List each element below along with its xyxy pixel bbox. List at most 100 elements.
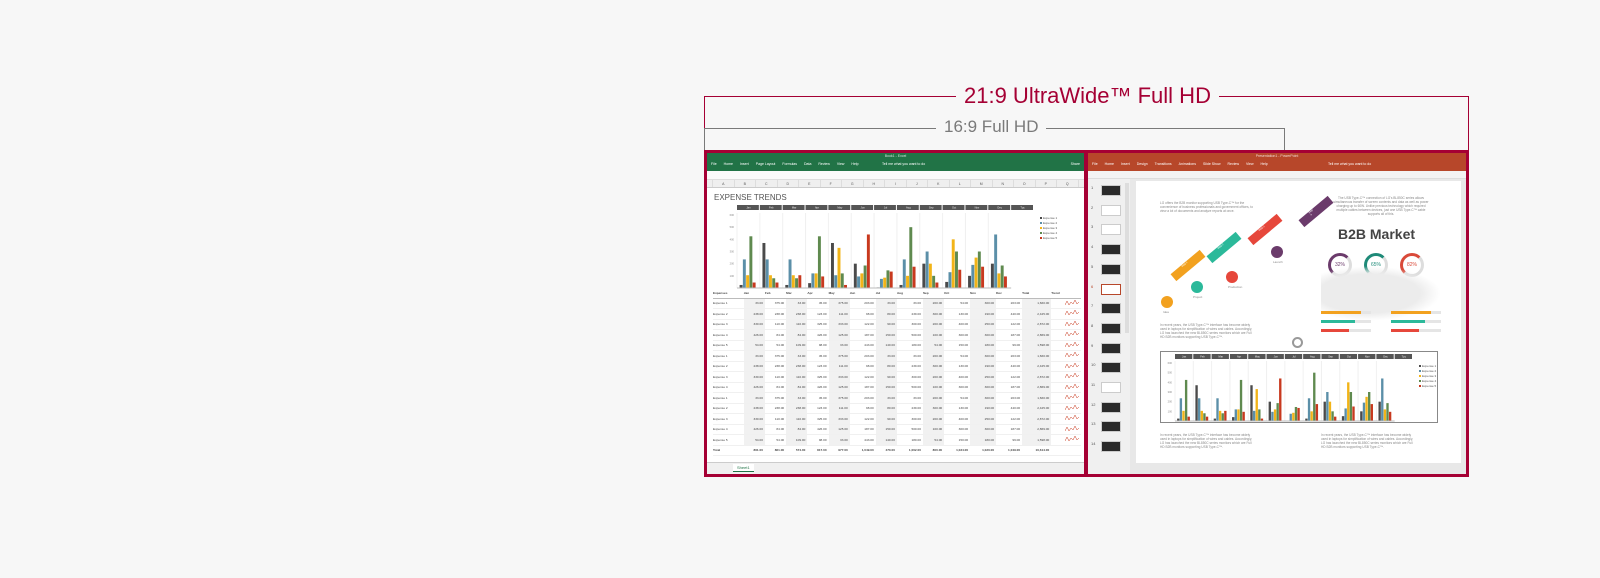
cell[interactable]: 440.00 xyxy=(996,403,1023,414)
column-header[interactable]: H xyxy=(864,180,885,187)
cell[interactable]: 98.00 xyxy=(849,308,876,320)
cell[interactable]: 2,425.00 xyxy=(1022,403,1052,414)
rotate-handle-icon[interactable] xyxy=(1292,337,1303,348)
ribbon-tab-view[interactable]: View xyxy=(1245,162,1254,166)
bar-expense-5-may[interactable] xyxy=(844,284,847,288)
column-header-cell[interactable]: Total xyxy=(1022,289,1052,299)
bar-expense-5-may[interactable] xyxy=(1260,418,1264,421)
ribbon-tab-home[interactable]: Home xyxy=(723,162,733,166)
cell[interactable]: 2,869.00 xyxy=(1022,329,1052,341)
cell[interactable]: 200.00 xyxy=(922,319,945,330)
cell[interactable]: 2,872.00 xyxy=(1022,413,1052,425)
cell[interactable]: 426.00 xyxy=(807,329,829,341)
cell[interactable]: 110.00 xyxy=(786,319,808,330)
bar-expense-4-may[interactable] xyxy=(840,273,844,288)
cell[interactable]: 190.00 xyxy=(970,361,997,372)
cell[interactable]: 130.00 xyxy=(944,308,971,320)
row-label[interactable]: Expense 5 xyxy=(713,340,744,351)
bar-expense-4-jul[interactable] xyxy=(1294,406,1298,421)
bar-expense-4-dec[interactable] xyxy=(1000,265,1004,288)
cell[interactable]: 80.00 xyxy=(875,361,897,372)
cell[interactable]: 200.00 xyxy=(922,413,945,425)
bar-expense-3-oct[interactable] xyxy=(951,239,955,288)
cell[interactable]: 33.00 xyxy=(743,392,765,404)
cell[interactable]: 400.00 xyxy=(944,413,971,425)
bar-expense-3-nov[interactable] xyxy=(974,257,978,288)
cell[interactable]: 200.00 xyxy=(922,392,945,404)
bar-expense-3-jan[interactable] xyxy=(1182,410,1185,421)
cell[interactable]: 90.00 xyxy=(875,371,897,383)
bar-expense-5-mar[interactable] xyxy=(1224,410,1227,421)
cell[interactable]: 54.00 xyxy=(764,340,787,351)
cell[interactable]: 111.00 xyxy=(828,403,850,414)
bar-expense-1-mar[interactable] xyxy=(785,284,789,288)
cell[interactable]: 99.00 xyxy=(996,434,1023,446)
cell[interactable]: 84.00 xyxy=(786,382,808,393)
cell[interactable]: 100.00 xyxy=(922,329,945,341)
bar-expense-5-feb[interactable] xyxy=(1205,416,1209,421)
cell[interactable]: 300.00 xyxy=(970,350,997,362)
row-label[interactable]: Expense 2 xyxy=(713,361,744,372)
cell[interactable]: 2,425.00 xyxy=(1022,361,1052,372)
cell[interactable]: 300.00 xyxy=(944,424,971,435)
ribbon-tab-animations[interactable]: Animations xyxy=(1178,162,1196,166)
cell[interactable]: 84.00 xyxy=(764,382,787,393)
column-header-cell[interactable]: Nov xyxy=(970,289,997,299)
cell[interactable]: 140.00 xyxy=(875,434,897,446)
bar-expense-5-sep[interactable] xyxy=(935,282,939,288)
bar-expense-2-jan[interactable] xyxy=(742,259,746,288)
slide-thumbnail[interactable] xyxy=(1101,263,1121,275)
cell[interactable]: 1,660.00 xyxy=(1022,392,1052,404)
total-cell[interactable]: 861.00 xyxy=(764,444,787,456)
bar-expense-2-dec[interactable] xyxy=(1381,378,1384,421)
column-header[interactable]: D xyxy=(778,180,799,187)
cell[interactable]: 33.00 xyxy=(743,298,765,309)
select-all[interactable] xyxy=(707,180,713,187)
cell[interactable]: 110.00 xyxy=(764,371,787,383)
bar-expense-3-feb[interactable] xyxy=(768,275,772,288)
cell[interactable]: 110.00 xyxy=(764,319,787,330)
slide-thumbnail[interactable] xyxy=(1101,185,1121,196)
bar-expense-1-apr[interactable] xyxy=(808,283,812,288)
cell[interactable]: 90.00 xyxy=(875,413,897,425)
cell[interactable]: 99.00 xyxy=(996,340,1023,351)
column-header[interactable]: A xyxy=(713,180,735,187)
bar-expense-2-apr[interactable] xyxy=(811,273,815,288)
cell[interactable]: 400.00 xyxy=(944,371,971,383)
bar-expense-3-sep[interactable] xyxy=(1328,401,1332,421)
cell[interactable]: 98.00 xyxy=(807,434,829,446)
cell[interactable]: 238.00 xyxy=(743,308,765,320)
cell[interactable]: 200.00 xyxy=(922,298,945,309)
bar-expense-3-oct[interactable] xyxy=(1347,382,1350,421)
bar-expense-1-sep[interactable] xyxy=(1323,401,1326,421)
cell[interactable]: 300.00 xyxy=(896,371,923,383)
bar-expense-2-jul[interactable] xyxy=(879,278,883,288)
cell[interactable]: 300.00 xyxy=(970,424,997,435)
cell[interactable]: 122.00 xyxy=(849,413,876,425)
cell[interactable]: 180.00 xyxy=(970,340,997,351)
cell[interactable]: 238.00 xyxy=(786,361,808,372)
bar-expense-1-feb[interactable] xyxy=(1195,385,1198,421)
bar-expense-3-mar[interactable] xyxy=(791,275,795,288)
ribbon-tab-help[interactable]: Help xyxy=(851,162,859,166)
cell[interactable]: 111.00 xyxy=(828,308,850,320)
bar-expense-5-aug[interactable] xyxy=(912,266,916,288)
bar-expense-3-apr[interactable] xyxy=(1237,409,1240,421)
bar-expense-4-feb[interactable] xyxy=(1203,413,1206,421)
cell[interactable]: 250.00 xyxy=(970,371,997,383)
cell[interactable]: 300.00 xyxy=(922,308,945,320)
cell[interactable]: 300.00 xyxy=(944,329,971,341)
cell[interactable]: 330.00 xyxy=(743,319,765,330)
cell[interactable]: 150.00 xyxy=(875,329,897,341)
cell[interactable]: 239.00 xyxy=(896,403,923,414)
cell[interactable]: 2,869.00 xyxy=(1022,424,1052,435)
cell[interactable]: 375.00 xyxy=(828,392,850,404)
cell[interactable]: 125.00 xyxy=(828,424,850,435)
cell[interactable]: 300.00 xyxy=(922,361,945,372)
bar-expense-2-oct[interactable] xyxy=(1344,408,1347,421)
cell[interactable]: 2,869.00 xyxy=(1022,382,1052,393)
bar-expense-5-aug[interactable] xyxy=(1315,404,1319,421)
bar-expense-1-jun[interactable] xyxy=(1268,401,1271,421)
bar-expense-4-aug[interactable] xyxy=(909,227,913,288)
bar-expense-4-aug[interactable] xyxy=(1313,372,1316,421)
